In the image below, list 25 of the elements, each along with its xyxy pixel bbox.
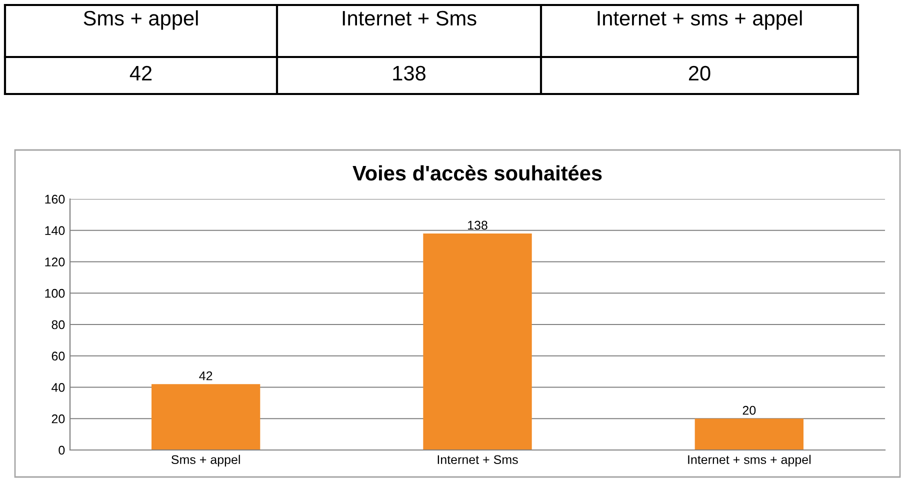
y-tick-label: 120 <box>45 258 65 266</box>
category-label: Internet + Sms <box>342 10 476 26</box>
bar <box>152 384 260 450</box>
x-tick-label: Internet + Sms <box>438 455 518 464</box>
data-label: 138 <box>468 220 488 230</box>
y-tick-label: 0 <box>58 446 65 455</box>
x-tick-label: Internet + sms + appel <box>688 454 811 467</box>
text: 42 <box>130 66 152 80</box>
bar <box>423 234 532 450</box>
y-tick-label: 40 <box>52 383 65 392</box>
y-tick-label: 160 <box>45 194 65 204</box>
category-label: Sms + appel <box>84 10 198 30</box>
data-label: 42 <box>199 371 212 380</box>
y-tick-label: 100 <box>45 288 65 298</box>
data-label: 20 <box>742 406 756 415</box>
text: 20 <box>688 66 710 81</box>
y-tick-label: 20 <box>52 414 65 424</box>
x-tick-label: Sms + appel <box>171 454 240 467</box>
chart-title: Voies d'accès souhaitées <box>352 165 602 181</box>
text: 138 <box>393 66 426 81</box>
bar <box>694 418 804 450</box>
y-tick-label: 80 <box>52 320 65 330</box>
y-tick-label: 140 <box>45 226 65 236</box>
category-label: Internet + sms + appel <box>598 10 802 30</box>
y-tick-label: 60 <box>52 352 65 361</box>
